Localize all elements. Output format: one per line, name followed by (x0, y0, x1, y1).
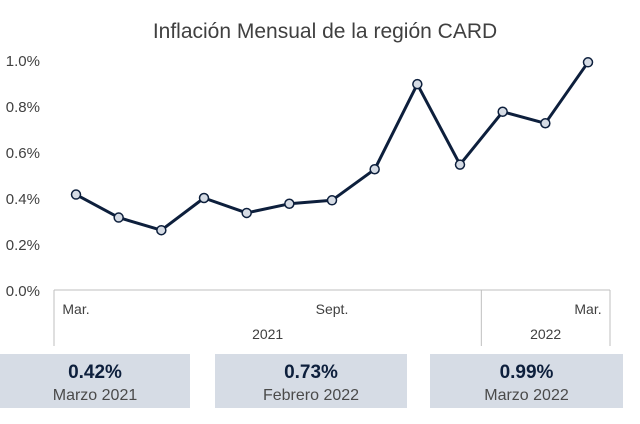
y-axis: 0.0% 0.2% 0.4% 0.6% 0.8% 1.0% (6, 53, 40, 300)
data-point (497, 106, 508, 117)
stat-value: 0.73% (284, 362, 338, 383)
data-point (540, 118, 551, 129)
x-tick-label: Mar. (62, 301, 89, 317)
stat-label: Marzo 2021 (52, 387, 138, 404)
data-point (582, 57, 594, 68)
data-point (241, 207, 252, 219)
data-point (412, 78, 423, 90)
data-point (284, 198, 295, 209)
stat-card-march-2021: 0.42% Marzo 2021 (0, 354, 190, 408)
x-tick-label: Sept. (316, 301, 349, 317)
y-tick-label: 0.6% (6, 145, 40, 162)
data-point (369, 164, 380, 175)
chart-title: Inflación Mensual de la región CARD (153, 20, 497, 43)
x-group-label: 2021 (252, 326, 283, 342)
stat-value: 0.99% (499, 362, 554, 383)
x-group-label: 2022 (530, 326, 561, 342)
data-point (454, 159, 466, 170)
stat-value: 0.42% (68, 362, 122, 383)
chart: Inflación Mensual de la región CARD 0.0%… (6, 20, 611, 346)
x-axis: Mar. Sept. Mar. 2021 2022 (53, 289, 611, 346)
y-tick-label: 0.8% (6, 99, 40, 116)
data-point (70, 189, 82, 200)
data-point (198, 192, 210, 204)
data-point (156, 224, 167, 236)
stat-card-march-2022: 0.99% Marzo 2022 (430, 354, 623, 408)
y-tick-label: 0.4% (6, 191, 40, 208)
stat-label: Febrero 2022 (262, 387, 360, 404)
data-point (113, 212, 124, 223)
series-layer (70, 57, 594, 236)
x-tick-label: Mar. (574, 301, 601, 317)
stat-label: Marzo 2022 (484, 387, 569, 404)
y-tick-label: 1.0% (6, 53, 40, 70)
y-tick-label: 0.2% (6, 237, 40, 254)
y-tick-label: 0.0% (6, 283, 40, 300)
stat-card-february-2022: 0.73% Febrero 2022 (215, 354, 407, 408)
data-point (326, 195, 338, 206)
